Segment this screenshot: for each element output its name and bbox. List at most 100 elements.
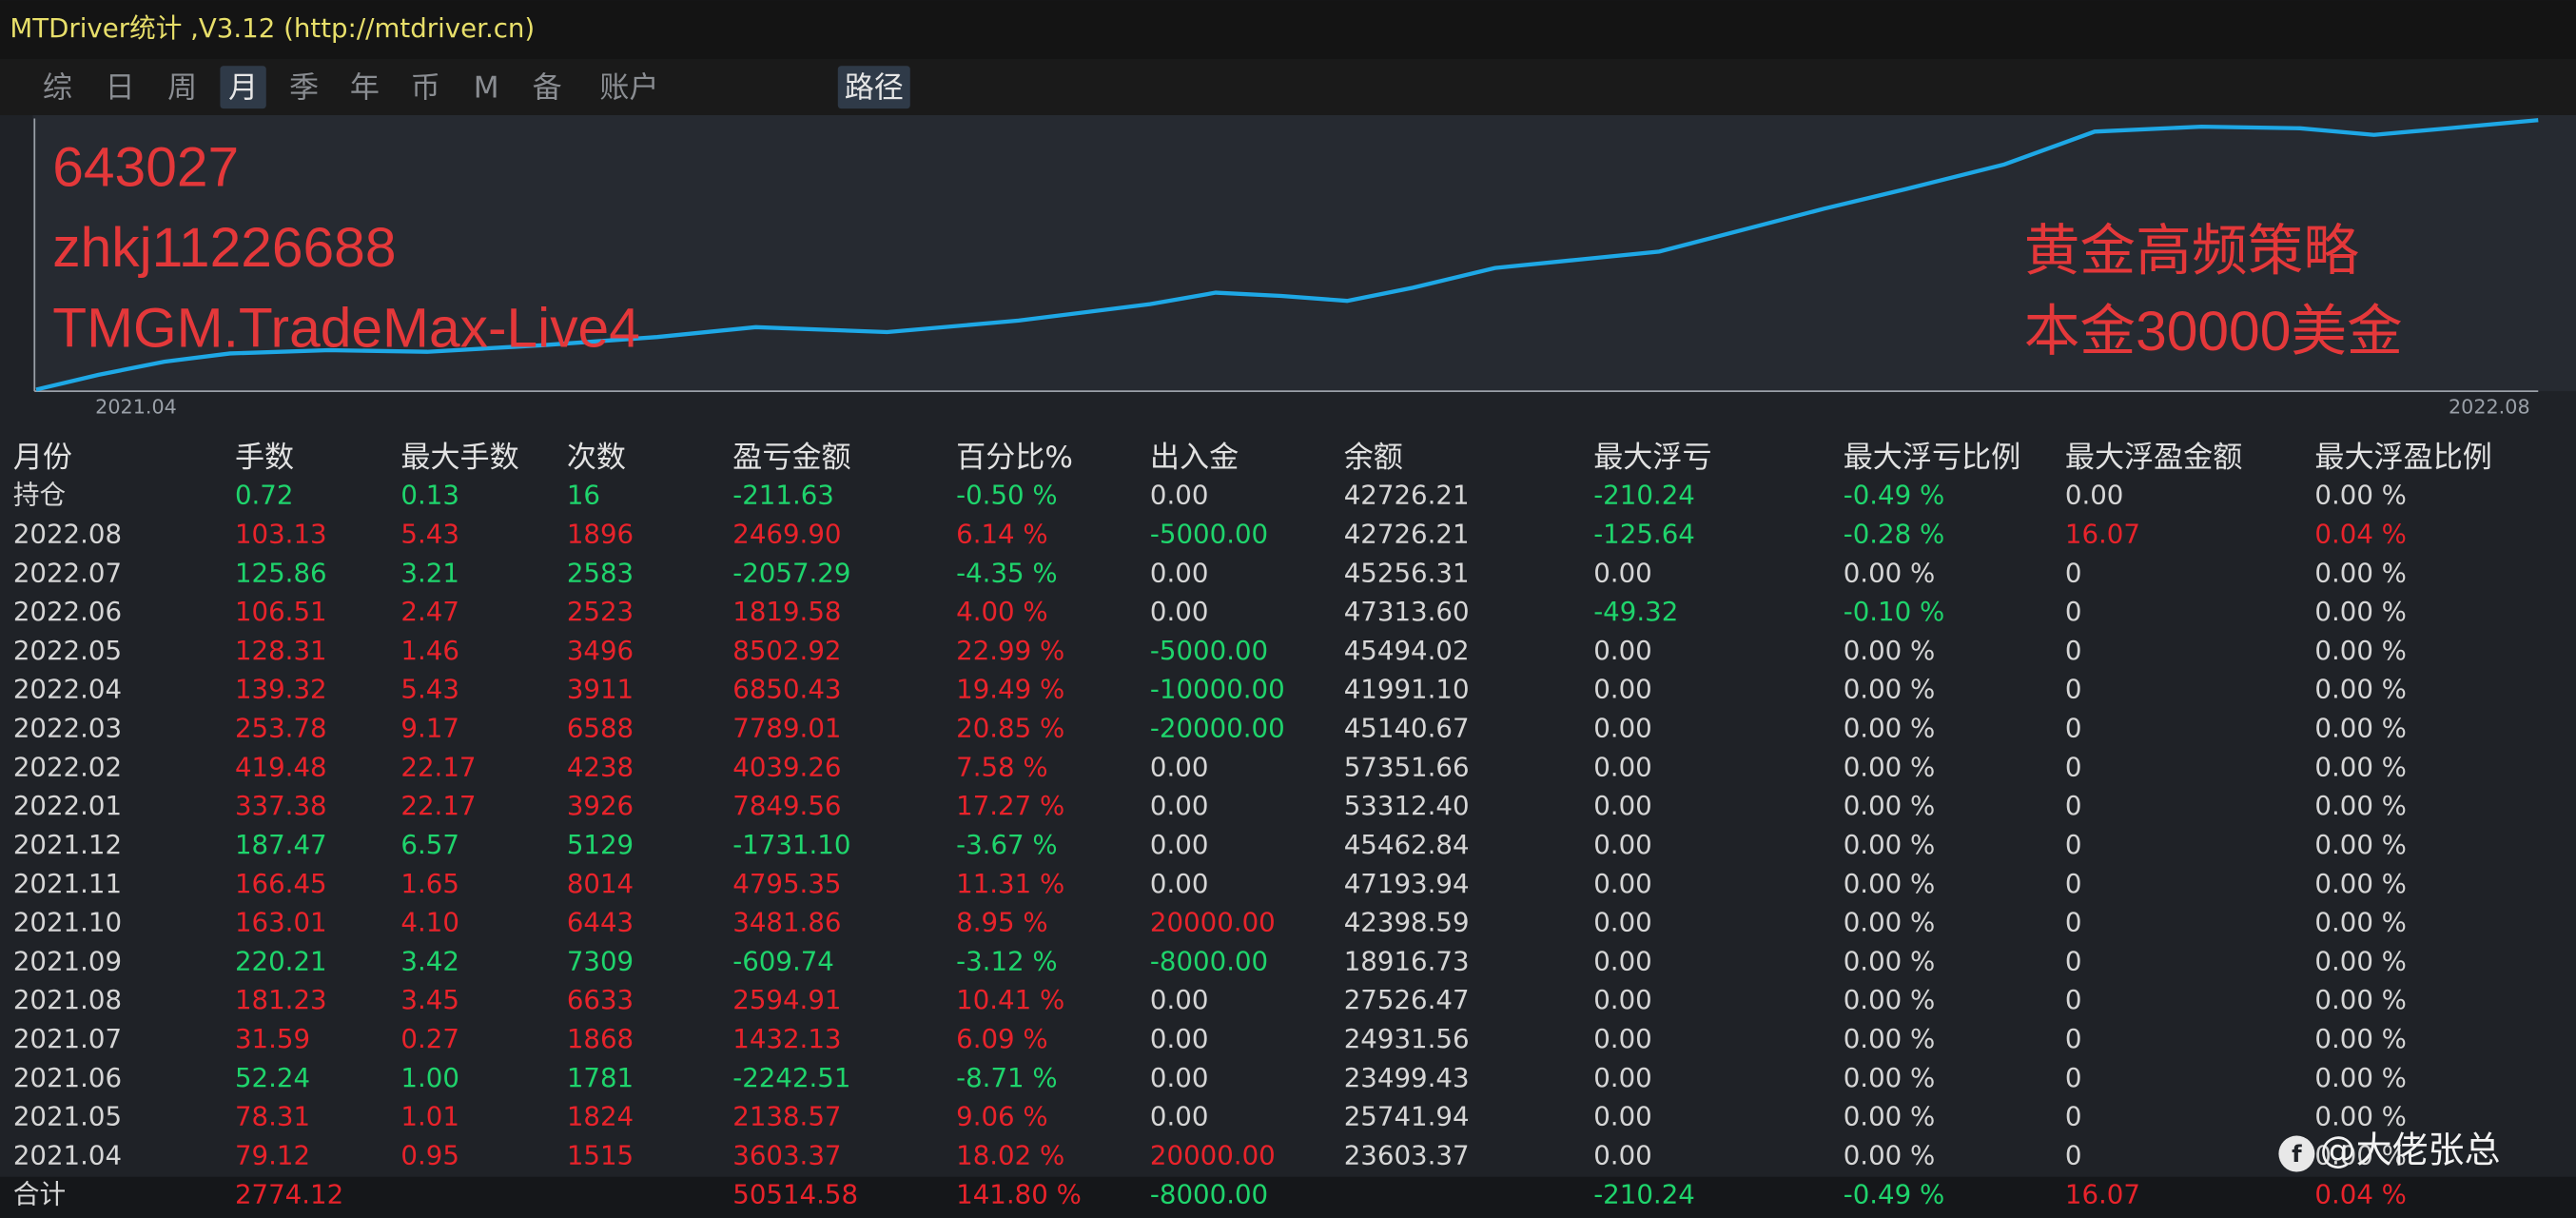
row-label: 2022.03	[13, 713, 122, 744]
table-cell: 47193.94	[1344, 868, 1470, 899]
table-cell: 2138.57	[732, 1101, 841, 1132]
table-cell: -0.49 %	[1844, 1178, 1945, 1209]
row-label: 2021.04	[13, 1139, 122, 1170]
nav-tab[interactable]: 路径	[845, 70, 904, 105]
table-cell: 0	[2065, 907, 2082, 938]
table-cell: 22.17	[400, 751, 476, 782]
chart-area	[32, 115, 2576, 392]
total-row-bg	[0, 1176, 2576, 1218]
table-cell: 166.45	[235, 868, 327, 899]
table-cell: 0.00 %	[1844, 1139, 1936, 1170]
table-cell: 2523	[567, 596, 634, 627]
table-cell: -609.74	[732, 945, 834, 976]
table-cell: 0.00 %	[2314, 596, 2407, 627]
table-cell: 17.27 %	[956, 790, 1064, 821]
table-cell: 42726.21	[1344, 519, 1470, 550]
nav-tab[interactable]: 账户	[599, 70, 658, 105]
table-cell: 7849.56	[732, 790, 841, 821]
row-label: 2021.10	[13, 907, 122, 938]
table-cell: -0.10 %	[1844, 596, 1945, 627]
table-cell: 0.00 %	[2314, 1023, 2407, 1054]
table-cell: 0	[2065, 751, 2082, 782]
table-cell: 5.43	[400, 519, 459, 550]
watermark-text: @大佬张总	[2320, 1129, 2501, 1170]
row-label: 2021.09	[13, 945, 122, 976]
table-cell: 8502.92	[732, 635, 841, 666]
table-cell: 42726.21	[1344, 480, 1470, 511]
table-cell: 23603.37	[1344, 1139, 1470, 1170]
nav-highlight	[837, 66, 910, 109]
table-cell: -0.49 %	[1844, 480, 1945, 511]
table-cell: 0.00	[1593, 829, 1652, 860]
table-cell: 0.00	[1150, 1101, 1209, 1132]
table-cell: 0	[2065, 1062, 2082, 1093]
table-cell: 0.00 %	[1844, 829, 1936, 860]
table-cell: 0.00 %	[2314, 829, 2407, 860]
row-label: 持仓	[13, 480, 66, 511]
table-cell: 0.00	[2065, 480, 2124, 511]
nav-tab[interactable]: 月	[228, 70, 258, 105]
equity-curve	[35, 118, 2539, 392]
nav-tab[interactable]: 综	[43, 70, 72, 105]
table-cell: 0.00 %	[2314, 480, 2407, 511]
table-cell: 45256.31	[1344, 557, 1470, 588]
table-cell: 2.47	[400, 596, 459, 627]
nav-tab[interactable]: 币	[411, 70, 440, 105]
table-cell: 57351.66	[1344, 751, 1470, 782]
table-cell: 3911	[567, 674, 634, 705]
column-header: 月份	[13, 441, 72, 475]
table-cell: 0.00 %	[2314, 1062, 2407, 1093]
table-cell: 0.00 %	[2314, 751, 2407, 782]
nav-tab[interactable]: 季	[289, 70, 319, 105]
table-cell: 0.00	[1593, 945, 1652, 976]
nav-tab[interactable]: 备	[533, 70, 562, 105]
table-cell: 7789.01	[732, 713, 841, 744]
table-cell: 0.00	[1150, 984, 1209, 1015]
table-cell: -10000.00	[1150, 674, 1285, 705]
table-cell: 79.12	[235, 1139, 310, 1170]
table-cell: 0.00	[1593, 984, 1652, 1015]
table-cell: 0	[2065, 868, 2082, 899]
table-cell: 0.00 %	[1844, 790, 1936, 821]
watermark-icon	[2278, 1135, 2315, 1172]
table-cell: 0	[2065, 635, 2082, 666]
table-cell: 53312.40	[1344, 790, 1470, 821]
column-header: 最大浮盈金额	[2065, 441, 2242, 475]
table-cell: 2469.90	[732, 519, 841, 550]
table-cell: 0.00	[1150, 868, 1209, 899]
table-cell: 0.00	[1150, 1023, 1209, 1054]
table-cell: 0.00	[1593, 713, 1652, 744]
window-title: MTDriver统计 ,V3.12 (http://mtdriver.cn)	[10, 12, 535, 44]
table-cell: 187.47	[235, 829, 327, 860]
table-cell: 3.42	[400, 945, 459, 976]
table-cell: 1432.13	[732, 1023, 841, 1054]
nav-tab[interactable]: M	[474, 70, 499, 105]
table-cell: -8000.00	[1150, 945, 1268, 976]
row-label: 2021.07	[13, 1023, 122, 1054]
nav-tab[interactable]: 周	[167, 70, 197, 105]
table-cell: 0.00	[1150, 829, 1209, 860]
table-cell: 1.01	[400, 1101, 459, 1132]
table-cell: 0.04 %	[2314, 519, 2407, 550]
table-cell: 11.31 %	[956, 868, 1064, 899]
table-cell: 6.14 %	[956, 519, 1048, 550]
table-cell: -211.63	[732, 480, 834, 511]
row-label: 2021.11	[13, 868, 122, 899]
table-cell: 4.10	[400, 907, 459, 938]
table-cell: 0.00 %	[2314, 945, 2407, 976]
table-cell: 6588	[567, 713, 634, 744]
table-cell: 4.00 %	[956, 596, 1048, 627]
table-cell: 47313.60	[1344, 596, 1470, 627]
nav-tab[interactable]: 日	[106, 70, 135, 105]
table-cell: 3481.86	[732, 907, 841, 938]
table-cell: -210.24	[1593, 1178, 1695, 1209]
table-cell: 0	[2065, 829, 2082, 860]
table-cell: 0.00	[1150, 557, 1209, 588]
table-cell: -2242.51	[732, 1062, 850, 1093]
nav-tab[interactable]: 年	[350, 70, 380, 105]
table-cell: 0.00	[1593, 557, 1652, 588]
table-cell: -8.71 %	[956, 1062, 1058, 1093]
table: 月份 手数 最大手数 次数 盈亏金额 百分比% 出入金 余额 最大浮亏 最大浮亏比例 最大浮盈金额 最…	[13, 441, 2492, 1209]
table-cell: 1824	[567, 1101, 634, 1132]
table-cell: 18.02 %	[956, 1139, 1064, 1170]
